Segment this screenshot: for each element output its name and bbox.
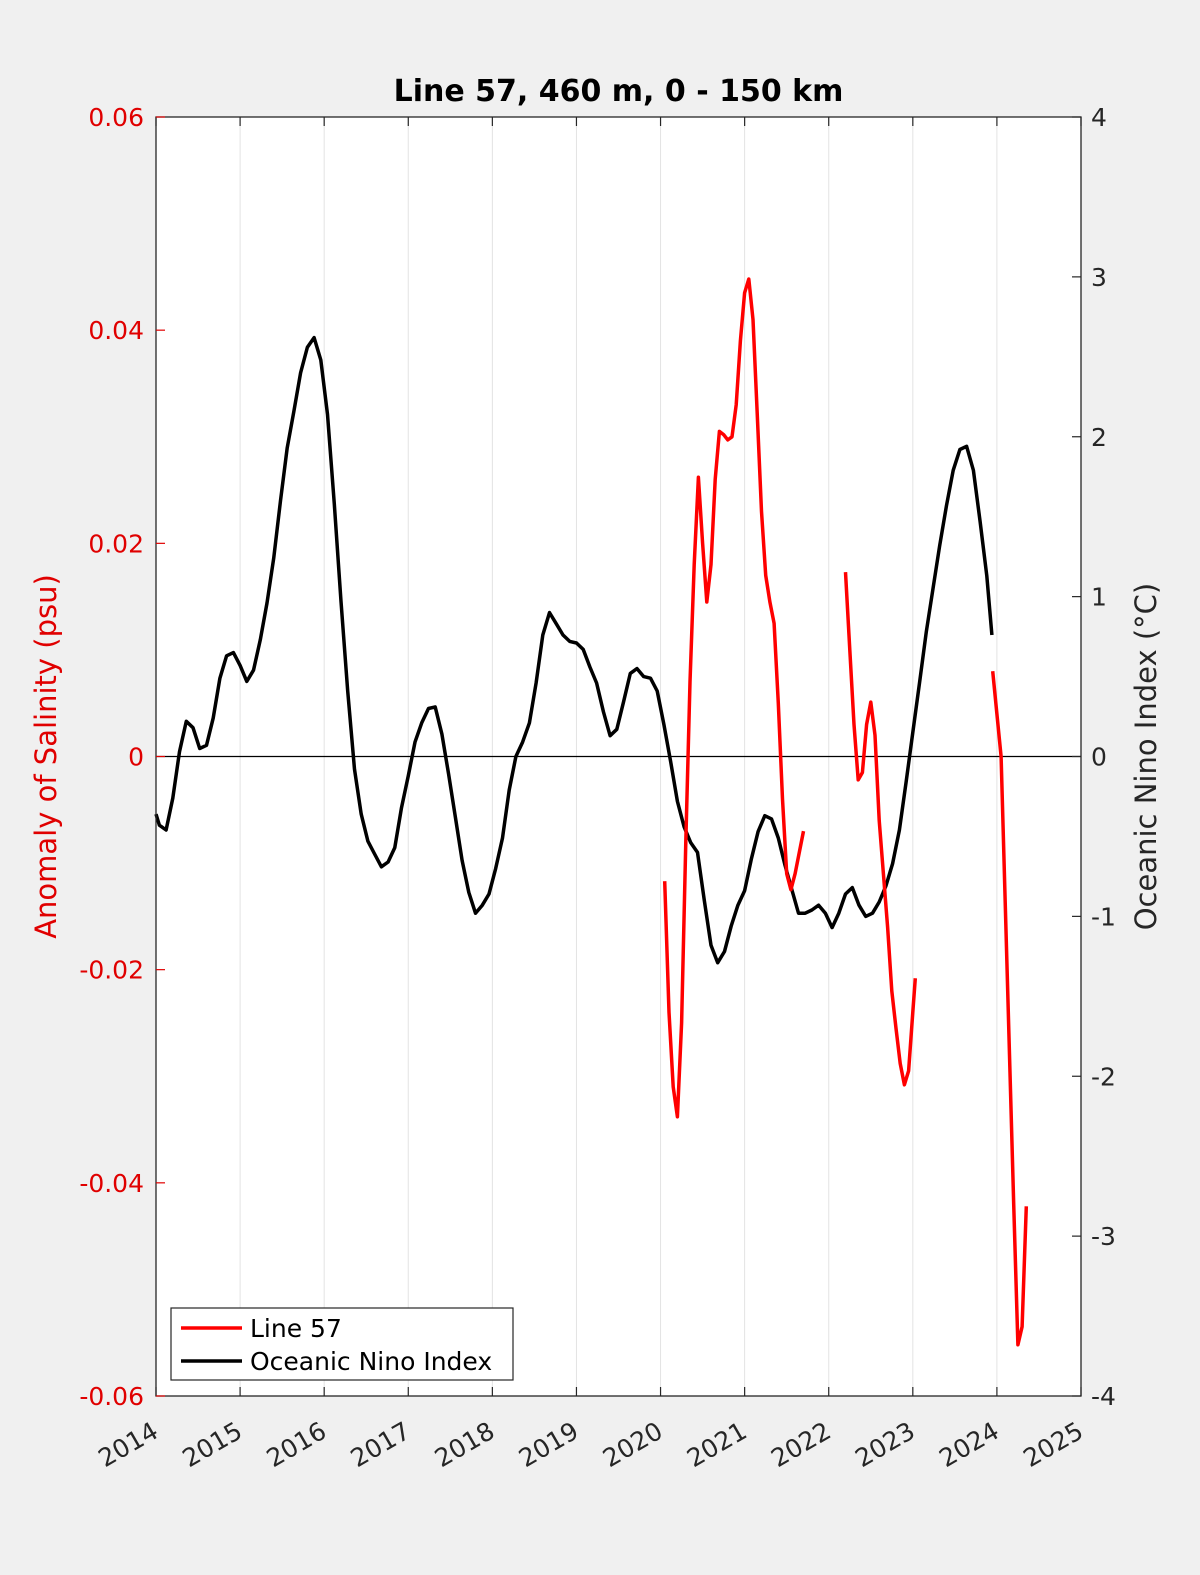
- y-right-tick-label: 3: [1091, 263, 1107, 292]
- y-right-tick-label: 1: [1091, 583, 1107, 612]
- y-left-tick-label: -0.04: [79, 1169, 144, 1198]
- legend-label-oni: Oceanic Nino Index: [250, 1347, 492, 1376]
- y-left-tick-label: 0.04: [88, 316, 144, 345]
- ticks: [155, 116, 1082, 1397]
- legend-box: [170, 1307, 514, 1381]
- y-axis-left-label: Anomaly of Salinity (psu): [29, 574, 63, 939]
- y-left-tick-label: -0.06: [79, 1382, 144, 1411]
- y-left-tick-label: -0.02: [79, 956, 144, 985]
- series-line-57-segment-1: [843, 572, 918, 1087]
- series-layer: [154, 277, 1029, 1347]
- legend: Line 57 Oceanic Nino Index: [170, 1307, 514, 1381]
- y-axis-right-label: Oceanic Nino Index (°C): [1129, 583, 1163, 931]
- series-line-57-segment-0: [662, 277, 806, 1119]
- series-line-57-segment-2: [990, 671, 1029, 1347]
- series-oni-line-segment-0: [154, 335, 994, 965]
- y-right-tick-label: 0: [1091, 743, 1107, 772]
- y-left-tick-label: 0: [128, 743, 144, 772]
- y-left-tick-label: 0.02: [88, 529, 144, 558]
- chart-title: Line 57, 460 m, 0 - 150 km: [394, 74, 844, 109]
- y-right-tick-label: -1: [1091, 902, 1116, 931]
- y-right-tick-label: -3: [1091, 1222, 1116, 1251]
- y-right-tick-label: -4: [1091, 1382, 1116, 1411]
- y-right-tick-label: -2: [1091, 1062, 1116, 1091]
- legend-label-line-57: Line 57: [250, 1314, 342, 1343]
- y-left-tick-label: 0.06: [88, 103, 144, 132]
- y-right-tick-label: 4: [1091, 103, 1107, 132]
- y-right-tick-label: 2: [1091, 423, 1107, 452]
